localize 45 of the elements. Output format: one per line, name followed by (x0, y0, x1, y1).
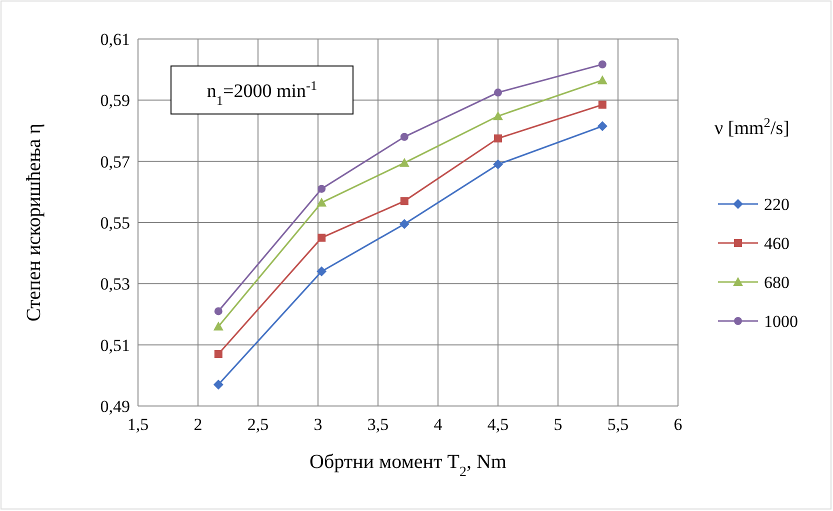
point (597, 121, 608, 132)
point (214, 350, 222, 358)
x-tick-label: 5,5 (607, 415, 629, 434)
point (598, 60, 606, 68)
legend-label: 220 (764, 194, 790, 214)
point (493, 159, 503, 170)
point (598, 100, 606, 109)
x-tick-label: 4,5 (487, 415, 509, 434)
y-tick-label: 0,61 (100, 30, 130, 49)
x-tick-label: 4 (434, 415, 443, 434)
point (318, 184, 326, 193)
legend-label: 680 (764, 272, 790, 292)
point (494, 88, 502, 97)
x-tick-label: 6 (674, 415, 682, 434)
point (214, 307, 222, 316)
point (399, 219, 410, 230)
point (213, 321, 224, 330)
point (318, 234, 326, 242)
x-tick-label: 1,5 (127, 415, 149, 434)
y-tick-label: 0,51 (100, 336, 130, 355)
point (400, 197, 408, 206)
y-tick-label: 0,53 (100, 274, 130, 294)
point (597, 75, 608, 84)
point (213, 380, 224, 390)
point (494, 134, 502, 142)
legend-title: ν [mm$^{2}$/s] (714, 114, 790, 139)
x-tick-label: 3,5 (367, 415, 389, 434)
x-tick-label: 2,5 (247, 415, 269, 434)
legend-label: 460 (764, 234, 790, 253)
y-tick-label: 0,55 (100, 213, 130, 232)
x-axis-title: Обртни момент T$_{2}$, Nm (310, 451, 507, 480)
x-tick-label: 5 (554, 415, 562, 434)
point (399, 158, 410, 167)
point (316, 266, 327, 276)
y-tick-label: 0,49 (100, 396, 130, 416)
point (316, 198, 327, 207)
point (493, 111, 503, 120)
legend-label: 1000 (764, 312, 798, 331)
x-tick-label: 3 (314, 415, 322, 434)
x-tick-label: 2 (194, 415, 202, 434)
y-tick-label: 0,57 (100, 152, 130, 172)
y-tick-label: 0,59 (100, 91, 130, 110)
point (400, 132, 408, 141)
annotation: n$_{1}$=2000 min$^{-1}$ (206, 78, 318, 108)
y-axis-title: Степен искоришћења η (23, 123, 45, 322)
